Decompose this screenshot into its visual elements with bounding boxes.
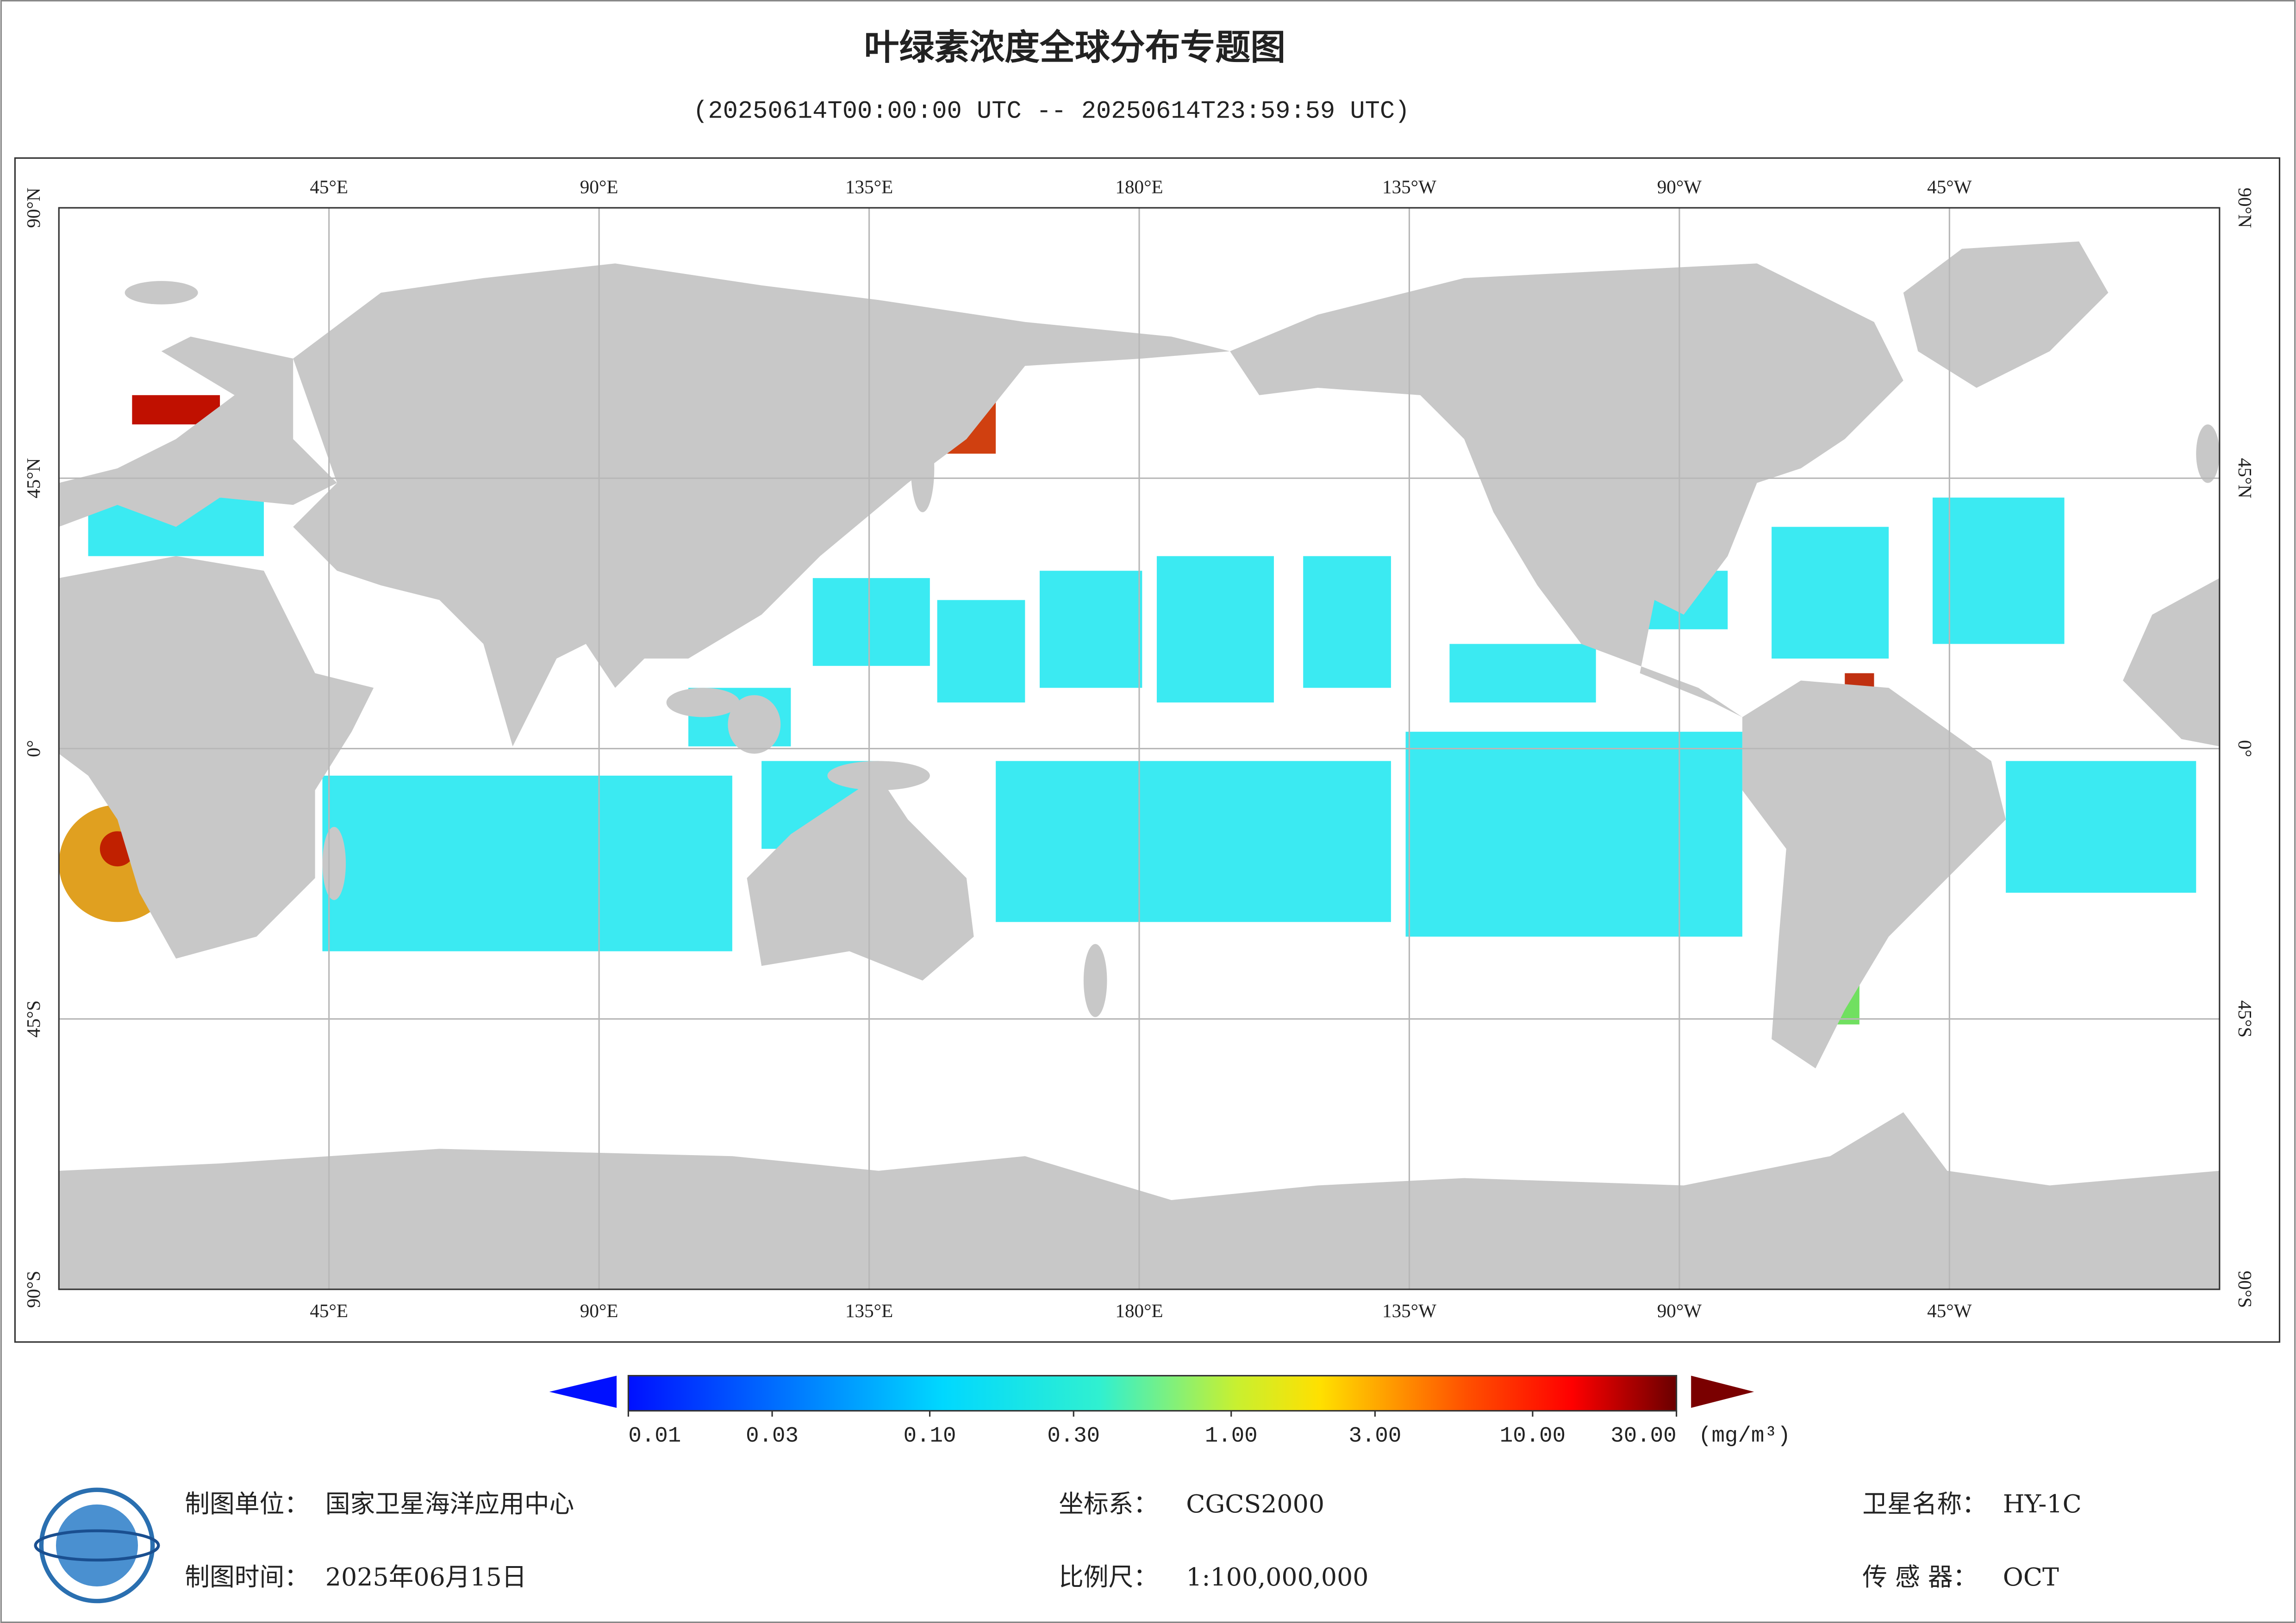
lat-label: 90°N (23, 187, 44, 228)
lat-label: 0° (2234, 740, 2256, 757)
subtitle: (20250614T00:00:00 UTC -- 20250614T23:59… (693, 98, 1410, 126)
footer-value: HY-1C (2003, 1489, 2082, 1518)
colorbar-low-arrow (549, 1375, 617, 1408)
footer-value: CGCS2000 (1186, 1489, 1324, 1518)
lon-label: 90°E (580, 1300, 618, 1321)
colorbar-ramp (627, 1374, 1678, 1412)
lon-label: 45°E (310, 1300, 348, 1321)
footer-value: 2025年06月15日 (325, 1562, 527, 1592)
footer-label: 坐标系： (1059, 1489, 1158, 1518)
lat-label: 45°S (2234, 1001, 2256, 1038)
lat-label: 90°N (2234, 187, 2256, 228)
lat-label: 0° (23, 740, 44, 757)
colorbar-tick-label: 0.30 (1047, 1424, 1100, 1449)
footer-label: 比例尺： (1059, 1562, 1158, 1592)
colorbar-tick-label: 0.01 (628, 1424, 681, 1449)
lon-label: 90°W (1657, 176, 1702, 197)
footer-label: 传 感 器： (1862, 1562, 1978, 1592)
title: 叶绿素浓度全球分布专题图 (864, 27, 1286, 68)
map-border (58, 207, 2221, 1290)
colorbar-tick-label: 30.00 (1610, 1424, 1676, 1449)
lat-label: 90°S (2234, 1271, 2256, 1308)
lon-label: 135°E (845, 176, 893, 197)
footer-label: 制图时间： (185, 1562, 309, 1592)
graticule-labels: 45°E 45°E 90°E 90°E 135°E 135°E 180°E 180°E 135°… (23, 176, 2256, 1321)
logo (34, 1487, 160, 1604)
colorbar-high-arrow (1691, 1375, 1754, 1408)
lon-label: 180°E (1115, 1300, 1163, 1321)
lon-label: 135°E (845, 1300, 893, 1321)
lon-label: 90°E (580, 176, 618, 197)
graticule (59, 208, 2220, 1289)
lat-label: 45°S (23, 1001, 44, 1038)
lat-label: 45°N (23, 458, 44, 498)
footer-label: 制图单位： (185, 1489, 309, 1518)
lon-label: 45°W (1927, 1300, 1972, 1321)
map-frame (14, 157, 2281, 1343)
lon-label: 90°W (1657, 1300, 1702, 1321)
colorbar-tick-label: 0.10 (904, 1424, 956, 1449)
lon-label: 45°E (310, 176, 348, 197)
footer-value: 国家卫星海洋应用中心 (325, 1489, 574, 1518)
lon-label: 135°W (1382, 1300, 1436, 1321)
lat-label: 45°N (2234, 458, 2256, 498)
lon-label: 45°W (1927, 176, 1972, 197)
lat-label: 90°S (23, 1271, 44, 1308)
footer-value: 1:100,000,000 (1186, 1562, 1368, 1592)
colorbar-tick-label: 0.03 (746, 1424, 799, 1449)
map-body (59, 208, 2220, 1289)
colorbar-unit: (mg/m³) (1698, 1424, 1791, 1449)
footer-value: OCT (2003, 1562, 2059, 1592)
colorbar-tick-label: 1.00 (1205, 1424, 1258, 1449)
footer: 制图单位： 国家卫星海洋应用中心 制图时间： 2025年06月15日 坐标系： … (185, 1489, 2082, 1592)
lon-label: 135°W (1382, 176, 1436, 197)
colorbar-tick-label: 10.00 (1500, 1424, 1566, 1449)
footer-label: 卫星名称： (1862, 1489, 1987, 1518)
lon-label: 180°E (1115, 176, 1163, 197)
colorbar: (mg/m³) 0.01 0.03 0.10 0.30 1.00 3.00 10.00 30.… (549, 1374, 1791, 1449)
colorbar-tick-label: 3.00 (1348, 1424, 1401, 1449)
